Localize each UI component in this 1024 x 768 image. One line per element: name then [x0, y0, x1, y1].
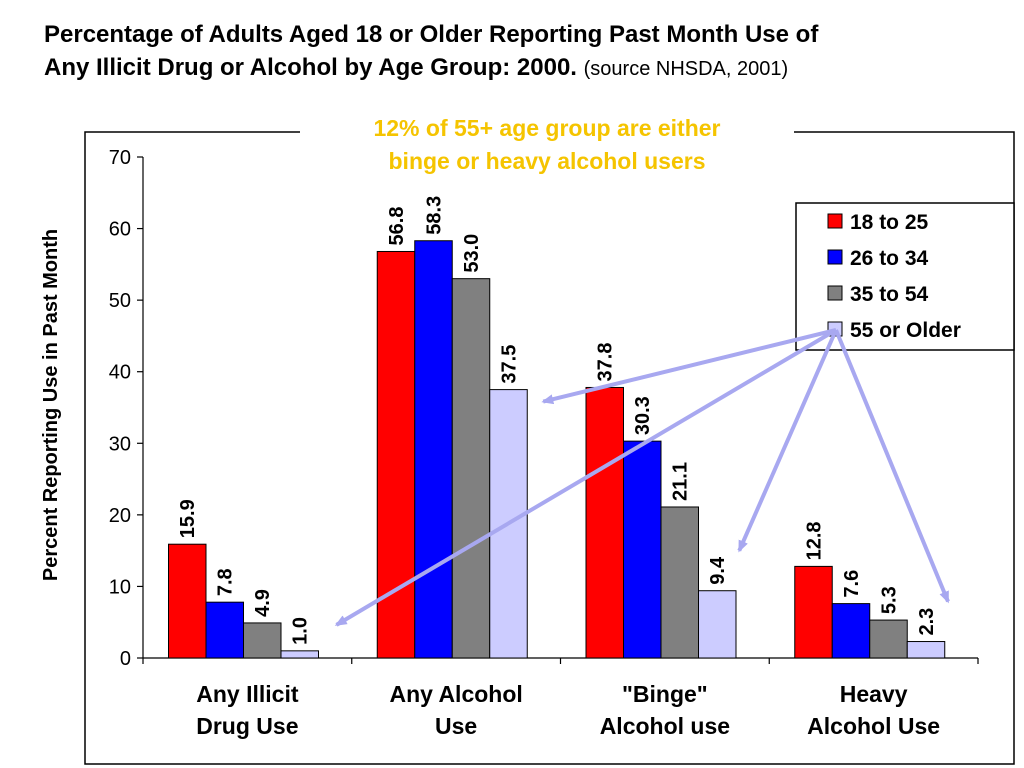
data-label: 1.0: [290, 617, 312, 645]
data-label: 30.3: [632, 396, 654, 435]
title-source: (source NHSDA, 2001): [583, 58, 789, 80]
annotation-arrows: [334, 328, 950, 627]
annotation-line-1: 12% of 55+ age group are either: [373, 115, 721, 141]
data-label: 21.1: [670, 462, 692, 501]
category-label: Alcohol Use: [807, 713, 940, 739]
data-label: 2.3: [916, 608, 938, 636]
category-label: Any Alcohol: [389, 681, 522, 707]
annotation-arrow: [737, 329, 838, 553]
legend-label: 55 or Older: [850, 319, 961, 342]
y-tick-label: 30: [109, 433, 131, 455]
y-tick-label: 70: [109, 147, 131, 169]
title-line-2: Any Illicit Drug or Alcohol by Age Group…: [44, 54, 577, 81]
category-labels: Any Illicit Drug Use Any Alcohol Use "Binge"…: [196, 681, 940, 739]
title-line-1: Percentage of Adults Aged 18 or Older Re…: [44, 21, 819, 48]
legend-label: 35 to 54: [850, 283, 929, 306]
legend-label: 26 to 34: [850, 247, 929, 270]
data-label: 4.9: [252, 589, 274, 617]
y-tick-label: 0: [120, 648, 131, 670]
bar: [906, 641, 946, 659]
data-label: 15.9: [177, 499, 199, 538]
data-label: 58.3: [424, 196, 446, 235]
y-tick-label: 60: [109, 219, 131, 241]
bar: [794, 565, 833, 659]
bar: [451, 278, 491, 659]
annotation-line-2: binge or heavy alcohol users: [388, 148, 706, 174]
category-label: Drug Use: [196, 713, 298, 739]
data-label: 9.4: [707, 556, 729, 585]
data-label: 7.8: [215, 568, 237, 596]
bar: [585, 386, 624, 659]
data-labels: 15.9 56.8 37.8 12.8 7.8 58.3 30.3 7.6 4.9 53.0 21.…: [177, 196, 938, 645]
data-label: 37.5: [499, 345, 521, 384]
bar: [414, 240, 453, 659]
data-label: 5.3: [879, 586, 901, 614]
legend-swatch: [827, 213, 843, 229]
data-label: 53.0: [461, 234, 483, 273]
annotation-callout: 12% of 55+ age group are either binge or…: [300, 112, 794, 178]
data-label: 56.8: [386, 207, 408, 246]
annotation-arrow: [541, 328, 837, 405]
bar: [243, 622, 282, 659]
bars: [168, 240, 946, 659]
y-tick-label: 20: [109, 505, 131, 527]
legend-label: 18 to 25: [850, 211, 929, 234]
chart-title: Percentage of Adults Aged 18 or Older Re…: [44, 18, 1004, 86]
legend-swatch: [827, 249, 843, 265]
bar: [205, 601, 244, 659]
data-label: 37.8: [595, 343, 617, 382]
y-tick-label: 50: [109, 290, 131, 312]
y-tick-label: 40: [109, 362, 131, 384]
bar: [660, 506, 699, 659]
legend: 18 to 25 26 to 34 35 to 54 55 or Older: [795, 202, 1015, 351]
data-label: 7.6: [841, 570, 863, 598]
data-label: 12.8: [804, 521, 826, 560]
bar: [280, 650, 319, 659]
legend-swatch: [827, 285, 843, 301]
bar: [869, 619, 908, 659]
bar: [831, 603, 871, 659]
bar: [623, 440, 662, 659]
category-label: Heavy: [840, 681, 908, 707]
category-label: "Binge": [622, 681, 708, 707]
annotation-arrow: [834, 329, 950, 604]
category-label: Alcohol use: [600, 713, 730, 739]
y-tick-label: 10: [109, 576, 131, 598]
bar: [698, 590, 737, 659]
y-axis-label: Percent Reporting Use in Past Month: [40, 229, 62, 581]
category-label: Any Illicit: [196, 681, 299, 707]
annotation-arrow: [334, 328, 838, 627]
category-label: Use: [435, 713, 477, 739]
bar: [168, 543, 207, 659]
